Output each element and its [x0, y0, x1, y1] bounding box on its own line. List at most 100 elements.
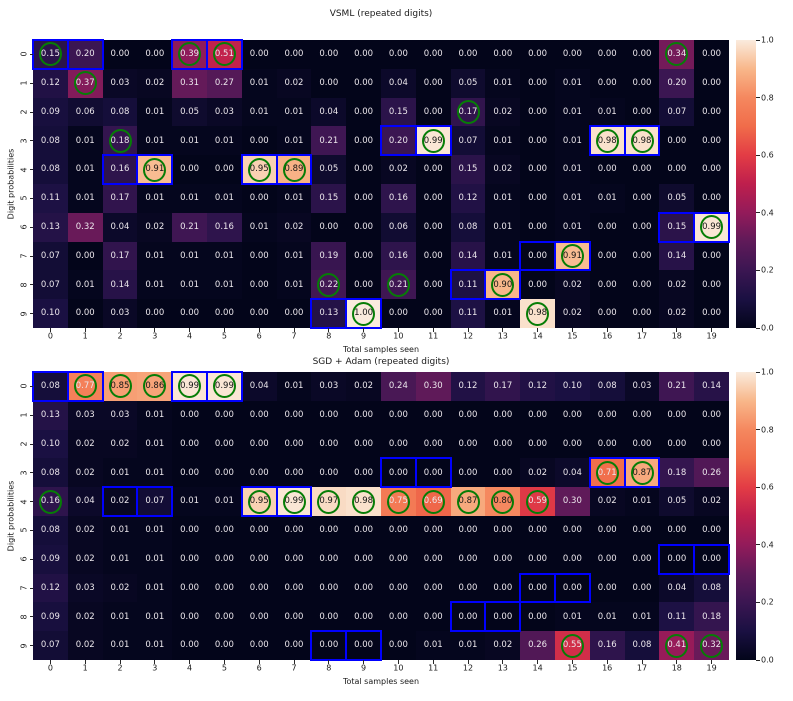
x-tick-mark [258, 328, 260, 332]
heatmap-cell: 0.12 [450, 372, 486, 401]
x-tick-label: 15 [567, 331, 578, 341]
heatmap-cell: 0.69 [415, 487, 451, 516]
x-tick-label: 4 [187, 331, 193, 341]
heatmap-cell: 0.01 [589, 602, 625, 632]
green-circle-annotation [247, 157, 271, 182]
heatmap-cell: 0.00 [206, 458, 242, 488]
blue-box-annotation [240, 486, 278, 517]
x-tick-mark [676, 328, 678, 332]
heatmap-cell: 0.00 [276, 515, 312, 545]
x-tick-mark [397, 660, 399, 664]
heatmap-cell: 0.80 [485, 487, 521, 516]
heatmap-cell: 0.00 [346, 270, 381, 300]
heatmap-cell: 0.02 [67, 602, 103, 632]
heatmap-cell: 0.00 [137, 299, 173, 328]
heatmap-cell: 0.17 [102, 241, 138, 271]
x-tick-label: 10 [393, 663, 404, 673]
green-circle-annotation [38, 42, 62, 67]
colorbar-tick-label: 0.6 [761, 482, 774, 492]
heatmap-cell: 0.00 [415, 544, 451, 574]
heatmap-cell: 0.00 [67, 299, 103, 328]
heatmap-cell: 0.01 [172, 241, 207, 271]
y-tick-mark [29, 385, 33, 387]
heatmap-cell: 0.00 [102, 40, 138, 69]
x-tick-mark [571, 328, 573, 332]
x-tick-mark [84, 660, 86, 664]
x-tick-mark [49, 328, 51, 332]
green-circle-annotation [456, 100, 480, 124]
heatmap-cell: 0.01 [137, 270, 173, 300]
blue-box-annotation [240, 154, 278, 185]
heatmap-cell: 0.00 [520, 573, 555, 603]
heatmap-cell: 0.02 [137, 212, 173, 242]
heatmap-cell: 0.00 [520, 212, 555, 242]
heatmap-cell: 0.00 [346, 40, 381, 69]
heatmap-cell: 0.00 [172, 573, 207, 603]
heatmap-cell: 0.08 [33, 372, 68, 401]
x-tick-label: 18 [671, 663, 682, 673]
green-circle-annotation [282, 157, 306, 182]
heatmap-cell: 0.00 [694, 40, 729, 69]
x-tick-label: 8 [326, 663, 332, 673]
green-circle-annotation [560, 633, 584, 658]
heatmap-cell: 0.00 [589, 429, 625, 459]
heatmap-cell: 0.00 [694, 299, 729, 328]
heatmap-cell: 0.99 [415, 126, 451, 156]
heatmap-cell: 0.00 [311, 400, 347, 430]
heatmap-cell: 0.99 [276, 487, 312, 516]
heatmap-cell: 0.00 [694, 155, 729, 184]
heatmap-cell: 0.00 [485, 458, 521, 488]
x-tick-label: 11 [428, 663, 439, 673]
heatmap-cell: 0.01 [276, 270, 312, 300]
heatmap-cell: 0.01 [67, 183, 103, 213]
heatmap-cell: 0.07 [137, 487, 173, 516]
green-circle-annotation [143, 374, 167, 399]
y-tick-label: 3 [19, 470, 29, 476]
heatmap-cell: 0.00 [415, 68, 451, 98]
x-tick-mark [328, 660, 330, 664]
green-circle-annotation [456, 489, 480, 514]
heatmap-cell: 0.01 [137, 126, 173, 156]
green-circle-annotation [560, 244, 584, 268]
colorbar-tick-mark [756, 544, 760, 546]
heatmap-cell: 0.06 [380, 212, 416, 242]
heatmap-cell: 0.00 [311, 544, 347, 574]
y-tick-mark [29, 443, 33, 445]
heatmap-cell: 0.20 [380, 126, 416, 156]
heatmap-cell: 0.00 [241, 270, 277, 300]
heatmap-cell: 0.37 [67, 68, 103, 98]
heatmap-cell: 0.00 [206, 631, 242, 660]
x-tick-label: 13 [497, 331, 508, 341]
heatmap-cell: 0.00 [67, 241, 103, 271]
heatmap-cell: 0.00 [276, 400, 312, 430]
heatmap-cell: 0.75 [380, 487, 416, 516]
heatmap-cell: 0.02 [102, 487, 138, 516]
heatmap-cell: 0.02 [659, 270, 695, 300]
heatmap-cell: 0.05 [450, 68, 486, 98]
heatmap-cell: 0.00 [485, 40, 521, 69]
heatmap-cell: 0.00 [206, 515, 242, 545]
heatmap-cell: 0.00 [241, 40, 277, 69]
heatmap-cell: 0.00 [520, 400, 555, 430]
heatmap-cell: 0.15 [33, 40, 68, 69]
x-tick-label: 1 [82, 331, 88, 341]
heatmap-cell: 0.14 [102, 270, 138, 300]
x-tick-label: 2 [117, 331, 123, 341]
heatmap-cell: 0.00 [206, 400, 242, 430]
heatmap-cell: 0.00 [206, 155, 242, 184]
heatmap-cell: 0.97 [311, 487, 347, 516]
x-tick-label: 7 [291, 331, 297, 341]
heatmap-cell: 0.15 [380, 97, 416, 127]
heatmap-cell: 0.01 [624, 487, 660, 516]
heatmap-cell: 0.00 [520, 602, 555, 632]
heatmap-cell: 0.00 [415, 602, 451, 632]
heatmap-cell: 0.86 [137, 372, 173, 401]
colorbar-tick-mark [756, 371, 760, 373]
heatmap-cell: 0.00 [554, 573, 590, 603]
heatmap-cell: 0.02 [554, 270, 590, 300]
heatmap-cell: 0.00 [485, 515, 521, 545]
heatmap-cell: 0.91 [554, 241, 590, 271]
y-tick-label: 5 [19, 195, 29, 201]
x-tick-label: 4 [187, 663, 193, 673]
